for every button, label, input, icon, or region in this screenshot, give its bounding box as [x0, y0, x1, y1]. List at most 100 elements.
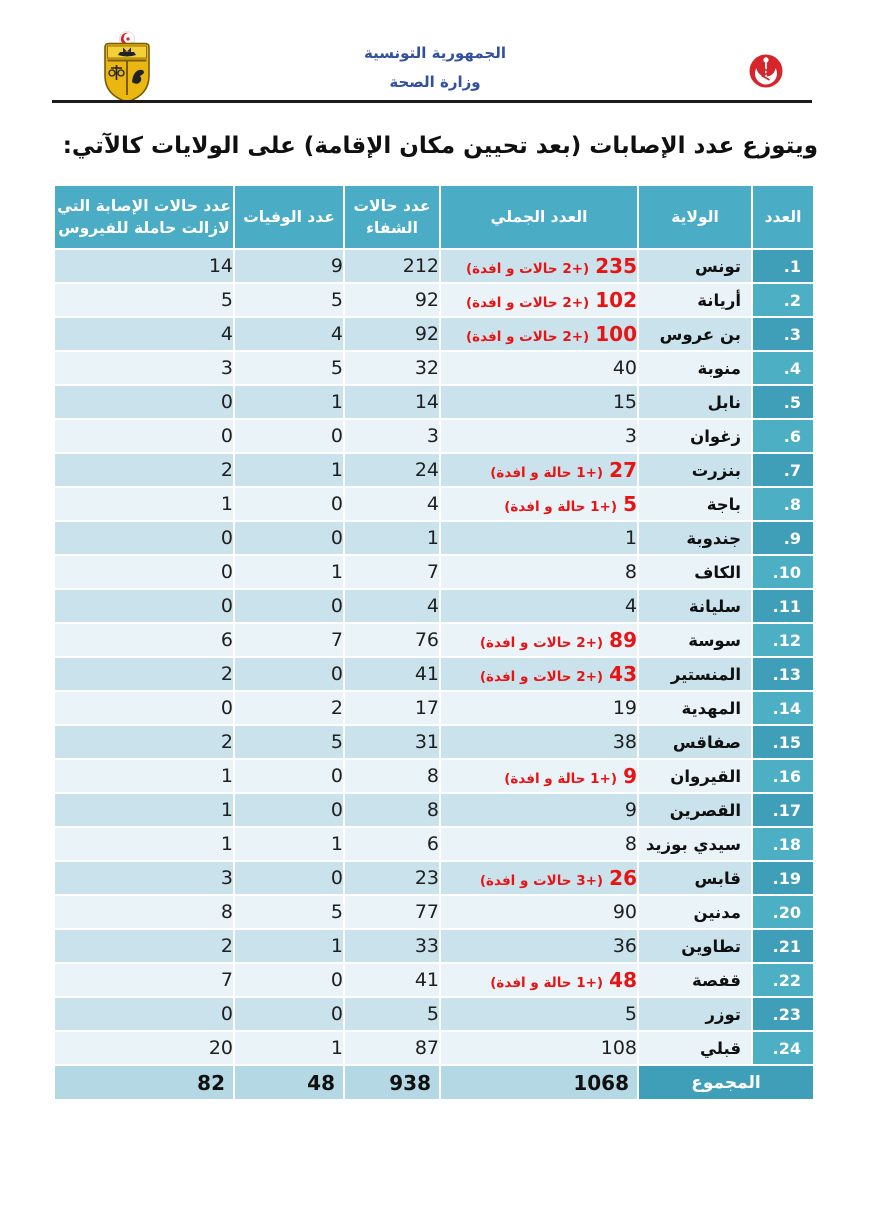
total-cases-cell: 27 (+1 حالة و افدة)	[441, 454, 637, 486]
recovered-cell: 17	[345, 692, 439, 724]
deaths-cell: 0	[235, 488, 343, 520]
governorate-cell: مدنين	[639, 896, 751, 928]
table-row: 8. باجة 5 (+1 حالة و افدة) 4 0 1	[55, 488, 813, 520]
governorate-cell: الكاف	[639, 556, 751, 588]
deaths-cell: 0	[235, 862, 343, 894]
active-cases-cell: 0	[55, 692, 233, 724]
active-cases-cell: 2	[55, 930, 233, 962]
deaths-cell: 1	[235, 556, 343, 588]
table-row: 21. تطاوين 36 33 1 2	[55, 930, 813, 962]
row-number-cell: 5.	[753, 386, 813, 418]
recovered-cell: 31	[345, 726, 439, 758]
row-number-cell: 17.	[753, 794, 813, 826]
recovered-cell: 8	[345, 760, 439, 792]
table-row: 18. سيدي بوزيد 8 6 1 1	[55, 828, 813, 860]
recovered-cell: 41	[345, 658, 439, 690]
total-cases-cell: 38	[441, 726, 637, 758]
row-number-cell: 4.	[753, 352, 813, 384]
governorate-cell: جندوبة	[639, 522, 751, 554]
row-number-cell: 12.	[753, 624, 813, 656]
total-cases-cell: 8	[441, 828, 637, 860]
recovered-cell: 76	[345, 624, 439, 656]
row-number-cell: 20.	[753, 896, 813, 928]
total-cases-cell: 19	[441, 692, 637, 724]
active-cases-cell: 3	[55, 862, 233, 894]
row-number-cell: 7.	[753, 454, 813, 486]
deaths-cell: 5	[235, 352, 343, 384]
governorate-cell: قابس	[639, 862, 751, 894]
active-cases-cell: 1	[55, 828, 233, 860]
col-header-governorate: الولاية	[639, 186, 751, 248]
deaths-cell: 0	[235, 964, 343, 996]
deaths-cell: 1	[235, 454, 343, 486]
active-cases-cell: 8	[55, 896, 233, 928]
recovered-cell: 5	[345, 998, 439, 1030]
row-number-cell: 2.	[753, 284, 813, 316]
row-number-cell: 1.	[753, 250, 813, 282]
recovered-cell: 41	[345, 964, 439, 996]
total-cases-cell: 235 (+2 حالات و افدة)	[441, 250, 637, 282]
row-number-cell: 22.	[753, 964, 813, 996]
governorate-cell: سليانة	[639, 590, 751, 622]
deaths-cell: 0	[235, 998, 343, 1030]
row-number-cell: 3.	[753, 318, 813, 350]
recovered-cell: 1	[345, 522, 439, 554]
governorate-cell: تطاوين	[639, 930, 751, 962]
deaths-cell: 0	[235, 658, 343, 690]
deaths-cell: 0	[235, 420, 343, 452]
table-row: 9. جندوبة 1 1 0 0	[55, 522, 813, 554]
governorate-cell: المنستير	[639, 658, 751, 690]
total-cases-cell: 90	[441, 896, 637, 928]
total-cases-cell: 40	[441, 352, 637, 384]
table-row: 17. القصرين 9 8 0 1	[55, 794, 813, 826]
governorate-cell: زغوان	[639, 420, 751, 452]
active-cases-cell: 20	[55, 1032, 233, 1064]
deaths-cell: 9	[235, 250, 343, 282]
row-number-cell: 16.	[753, 760, 813, 792]
recovered-cell: 6	[345, 828, 439, 860]
recovered-cell: 92	[345, 284, 439, 316]
recovered-cell: 14	[345, 386, 439, 418]
governorate-cell: سوسة	[639, 624, 751, 656]
governorate-cell: القصرين	[639, 794, 751, 826]
recovered-cell: 33	[345, 930, 439, 962]
col-header-active: عدد حالات الإصابة التي لازالت حاملة للفي…	[55, 186, 233, 248]
active-sum: 82	[55, 1066, 233, 1099]
active-cases-cell: 0	[55, 420, 233, 452]
table-row: 1. تونس 235 (+2 حالات و افدة) 212 9 14	[55, 250, 813, 282]
row-number-cell: 6.	[753, 420, 813, 452]
recovered-cell: 77	[345, 896, 439, 928]
active-cases-cell: 0	[55, 590, 233, 622]
ministry-title: وزارة الصحة	[389, 73, 481, 91]
deaths-cell: 0	[235, 522, 343, 554]
recovered-cell: 8	[345, 794, 439, 826]
table-row: 4. منوبة 40 32 5 3	[55, 352, 813, 384]
deaths-cell: 1	[235, 386, 343, 418]
recovered-cell: 212	[345, 250, 439, 282]
recovered-cell: 4	[345, 488, 439, 520]
active-cases-cell: 0	[55, 998, 233, 1030]
total-cases-cell: 9 (+1 حالة و افدة)	[441, 760, 637, 792]
col-header-number: العدد	[753, 186, 813, 248]
total-row-label: المجموع	[639, 1066, 813, 1099]
active-cases-cell: 0	[55, 556, 233, 588]
table-row: 3. بن عروس 100 (+2 حالات و افدة) 92 4 4	[55, 318, 813, 350]
row-number-cell: 13.	[753, 658, 813, 690]
row-number-cell: 10.	[753, 556, 813, 588]
governorate-cell: نابل	[639, 386, 751, 418]
governorate-cell: باجة	[639, 488, 751, 520]
total-cases-cell: 26 (+3 حالات و افدة)	[441, 862, 637, 894]
recovered-cell: 7	[345, 556, 439, 588]
recovered-cell: 32	[345, 352, 439, 384]
total-cases-cell: 108	[441, 1032, 637, 1064]
table-row: 11. سليانة 4 4 0 0	[55, 590, 813, 622]
governorate-cell: بن عروس	[639, 318, 751, 350]
table-body: 1. تونس 235 (+2 حالات و افدة) 212 9 14 2. أريان…	[55, 250, 813, 1064]
table-row: 24. قبلي 108 87 1 20	[55, 1032, 813, 1064]
governorate-cell: القيروان	[639, 760, 751, 792]
row-number-cell: 21.	[753, 930, 813, 962]
table-footer: المجموع 1068 938 48 82	[55, 1066, 813, 1099]
total-cases-cell: 1	[441, 522, 637, 554]
header-divider	[52, 100, 812, 103]
governorate-cell: قفصة	[639, 964, 751, 996]
